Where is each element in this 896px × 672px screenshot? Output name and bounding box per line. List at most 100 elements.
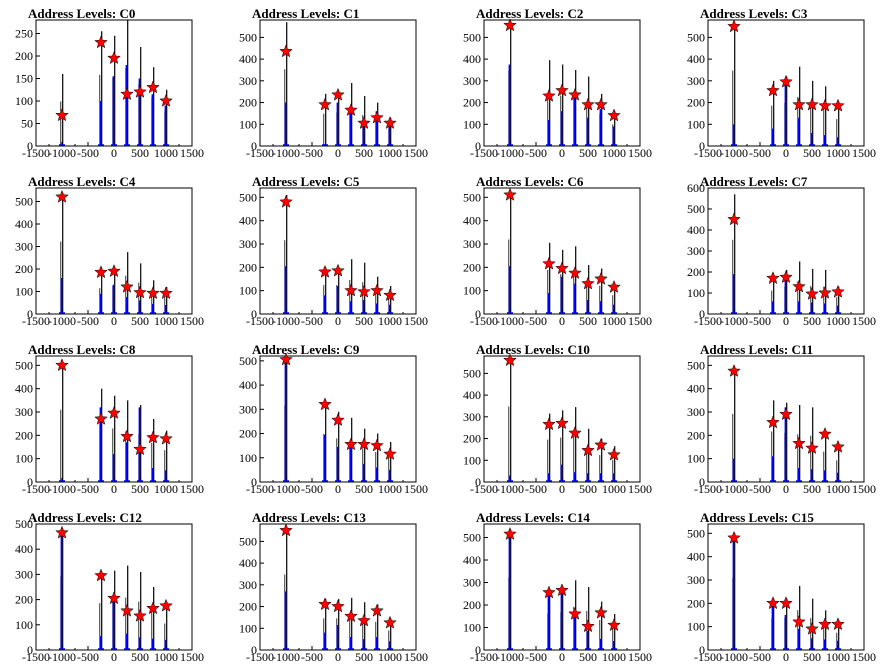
peak-star-marker: [831, 617, 845, 631]
y-tick-label: 100: [15, 452, 33, 466]
x-tick-label: -1000: [496, 146, 524, 160]
peak-star-marker: [146, 430, 160, 444]
chart-title: Address Levels: C15: [700, 510, 814, 525]
x-tick-label: 1500: [180, 482, 204, 496]
x-tick-label: 0: [111, 482, 117, 496]
y-tick-label: 0: [699, 139, 705, 153]
peak-star-marker: [146, 601, 160, 615]
x-tick-label: 1000: [378, 146, 402, 160]
x-tick-label: -500: [525, 314, 547, 328]
y-tick-label: 400: [463, 388, 481, 402]
peak-star-marker: [94, 411, 108, 425]
y-tick-label: 400: [239, 556, 257, 570]
peak-star-marker: [542, 417, 556, 431]
x-tick-label: -500: [77, 650, 99, 664]
x-tick-label: 500: [131, 650, 149, 664]
y-tick-label: 500: [463, 366, 481, 380]
peak-star-marker: [383, 615, 397, 629]
peak-star-marker: [555, 261, 569, 275]
peak-star-marker: [159, 93, 173, 107]
y-tick-label: 0: [251, 475, 257, 489]
y-tick-label: 50: [21, 117, 33, 131]
y-tick-label: 200: [463, 432, 481, 446]
peak-star-marker: [594, 97, 608, 111]
x-tick-label: 1000: [826, 650, 850, 664]
x-tick-label: -1500: [22, 482, 50, 496]
y-tick-label: 500: [687, 358, 705, 372]
x-tick-label: 1000: [154, 482, 178, 496]
y-tick-label: 500: [687, 202, 705, 216]
x-tick-label: 0: [111, 650, 117, 664]
peak-star-marker: [503, 353, 517, 367]
chart-panel: Address Levels: C4-1500-1000 -500 0 500 1000…: [15, 174, 204, 328]
peak-star-marker: [120, 279, 134, 293]
x-tick-label: 1500: [180, 314, 204, 328]
y-tick-label: 400: [463, 553, 481, 567]
y-tick-label: 100: [687, 452, 705, 466]
peak-star-marker: [94, 35, 108, 49]
peak-star-marker: [370, 283, 384, 297]
x-tick-label: 0: [559, 146, 565, 160]
peak-star-marker: [766, 271, 780, 285]
x-tick-label: -500: [749, 146, 771, 160]
peak-star-marker: [594, 437, 608, 451]
x-tick-label: -1500: [694, 146, 722, 160]
y-tick-label: 300: [687, 74, 705, 88]
peak-star-marker: [344, 283, 358, 297]
y-tick-label: 300: [687, 573, 705, 587]
peak-star-marker: [594, 271, 608, 285]
chart-title: Address Levels: C9: [252, 342, 360, 357]
y-tick-label: 500: [239, 30, 257, 44]
x-tick-label: -500: [77, 482, 99, 496]
peak-star-marker: [818, 426, 832, 440]
y-tick-label: 100: [15, 285, 33, 299]
peak-star-marker: [318, 97, 332, 111]
y-tick-label: 200: [239, 260, 257, 274]
peak-star-marker: [581, 619, 595, 633]
x-tick-label: -1500: [22, 146, 50, 160]
x-tick-label: 500: [131, 482, 149, 496]
x-tick-label: -1500: [470, 482, 498, 496]
chart-title: Address Levels: C7: [700, 174, 808, 189]
chart-title: Address Levels: C5: [252, 174, 360, 189]
peak-star-marker: [792, 436, 806, 450]
x-tick-label: -1500: [694, 650, 722, 664]
chart-title: Address Levels: C8: [28, 342, 136, 357]
peak-star-marker: [792, 279, 806, 293]
peak-star-marker: [133, 84, 147, 98]
peak-star-marker: [331, 87, 345, 101]
peak-star-marker: [55, 189, 69, 203]
y-tick-label: 200: [463, 598, 481, 612]
y-tick-label: 300: [239, 578, 257, 592]
peak-star-marker: [805, 286, 819, 300]
peak-star-marker: [766, 596, 780, 610]
x-tick-label: -500: [301, 650, 323, 664]
peak-star-marker: [159, 431, 173, 445]
x-tick-label: 500: [355, 650, 373, 664]
x-tick-label: 1500: [404, 482, 428, 496]
y-tick-label: 300: [687, 244, 705, 258]
x-tick-label: 1500: [852, 650, 876, 664]
peak-star-marker: [159, 286, 173, 300]
x-tick-label: 500: [579, 482, 597, 496]
x-tick-label: 0: [783, 650, 789, 664]
peak-star-marker: [357, 284, 371, 298]
x-tick-label: -500: [77, 146, 99, 160]
y-tick-label: 0: [699, 307, 705, 321]
y-tick-label: 200: [687, 428, 705, 442]
y-tick-label: 200: [687, 265, 705, 279]
x-tick-label: -1000: [48, 146, 76, 160]
x-tick-label: 500: [579, 146, 597, 160]
y-tick-label: 300: [15, 567, 33, 581]
y-tick-label: 200: [15, 262, 33, 276]
y-tick-label: 400: [239, 52, 257, 66]
y-tick-label: 250: [15, 27, 33, 41]
chart-panel: Address Levels: C7-1500-1000 -500 0 500 1000…: [687, 174, 876, 328]
peak-star-marker: [594, 605, 608, 619]
x-tick-label: -500: [301, 314, 323, 328]
y-tick-label: 100: [463, 453, 481, 467]
x-tick-label: 1000: [602, 146, 626, 160]
x-tick-label: -1500: [22, 314, 50, 328]
peak-star-marker: [318, 264, 332, 278]
